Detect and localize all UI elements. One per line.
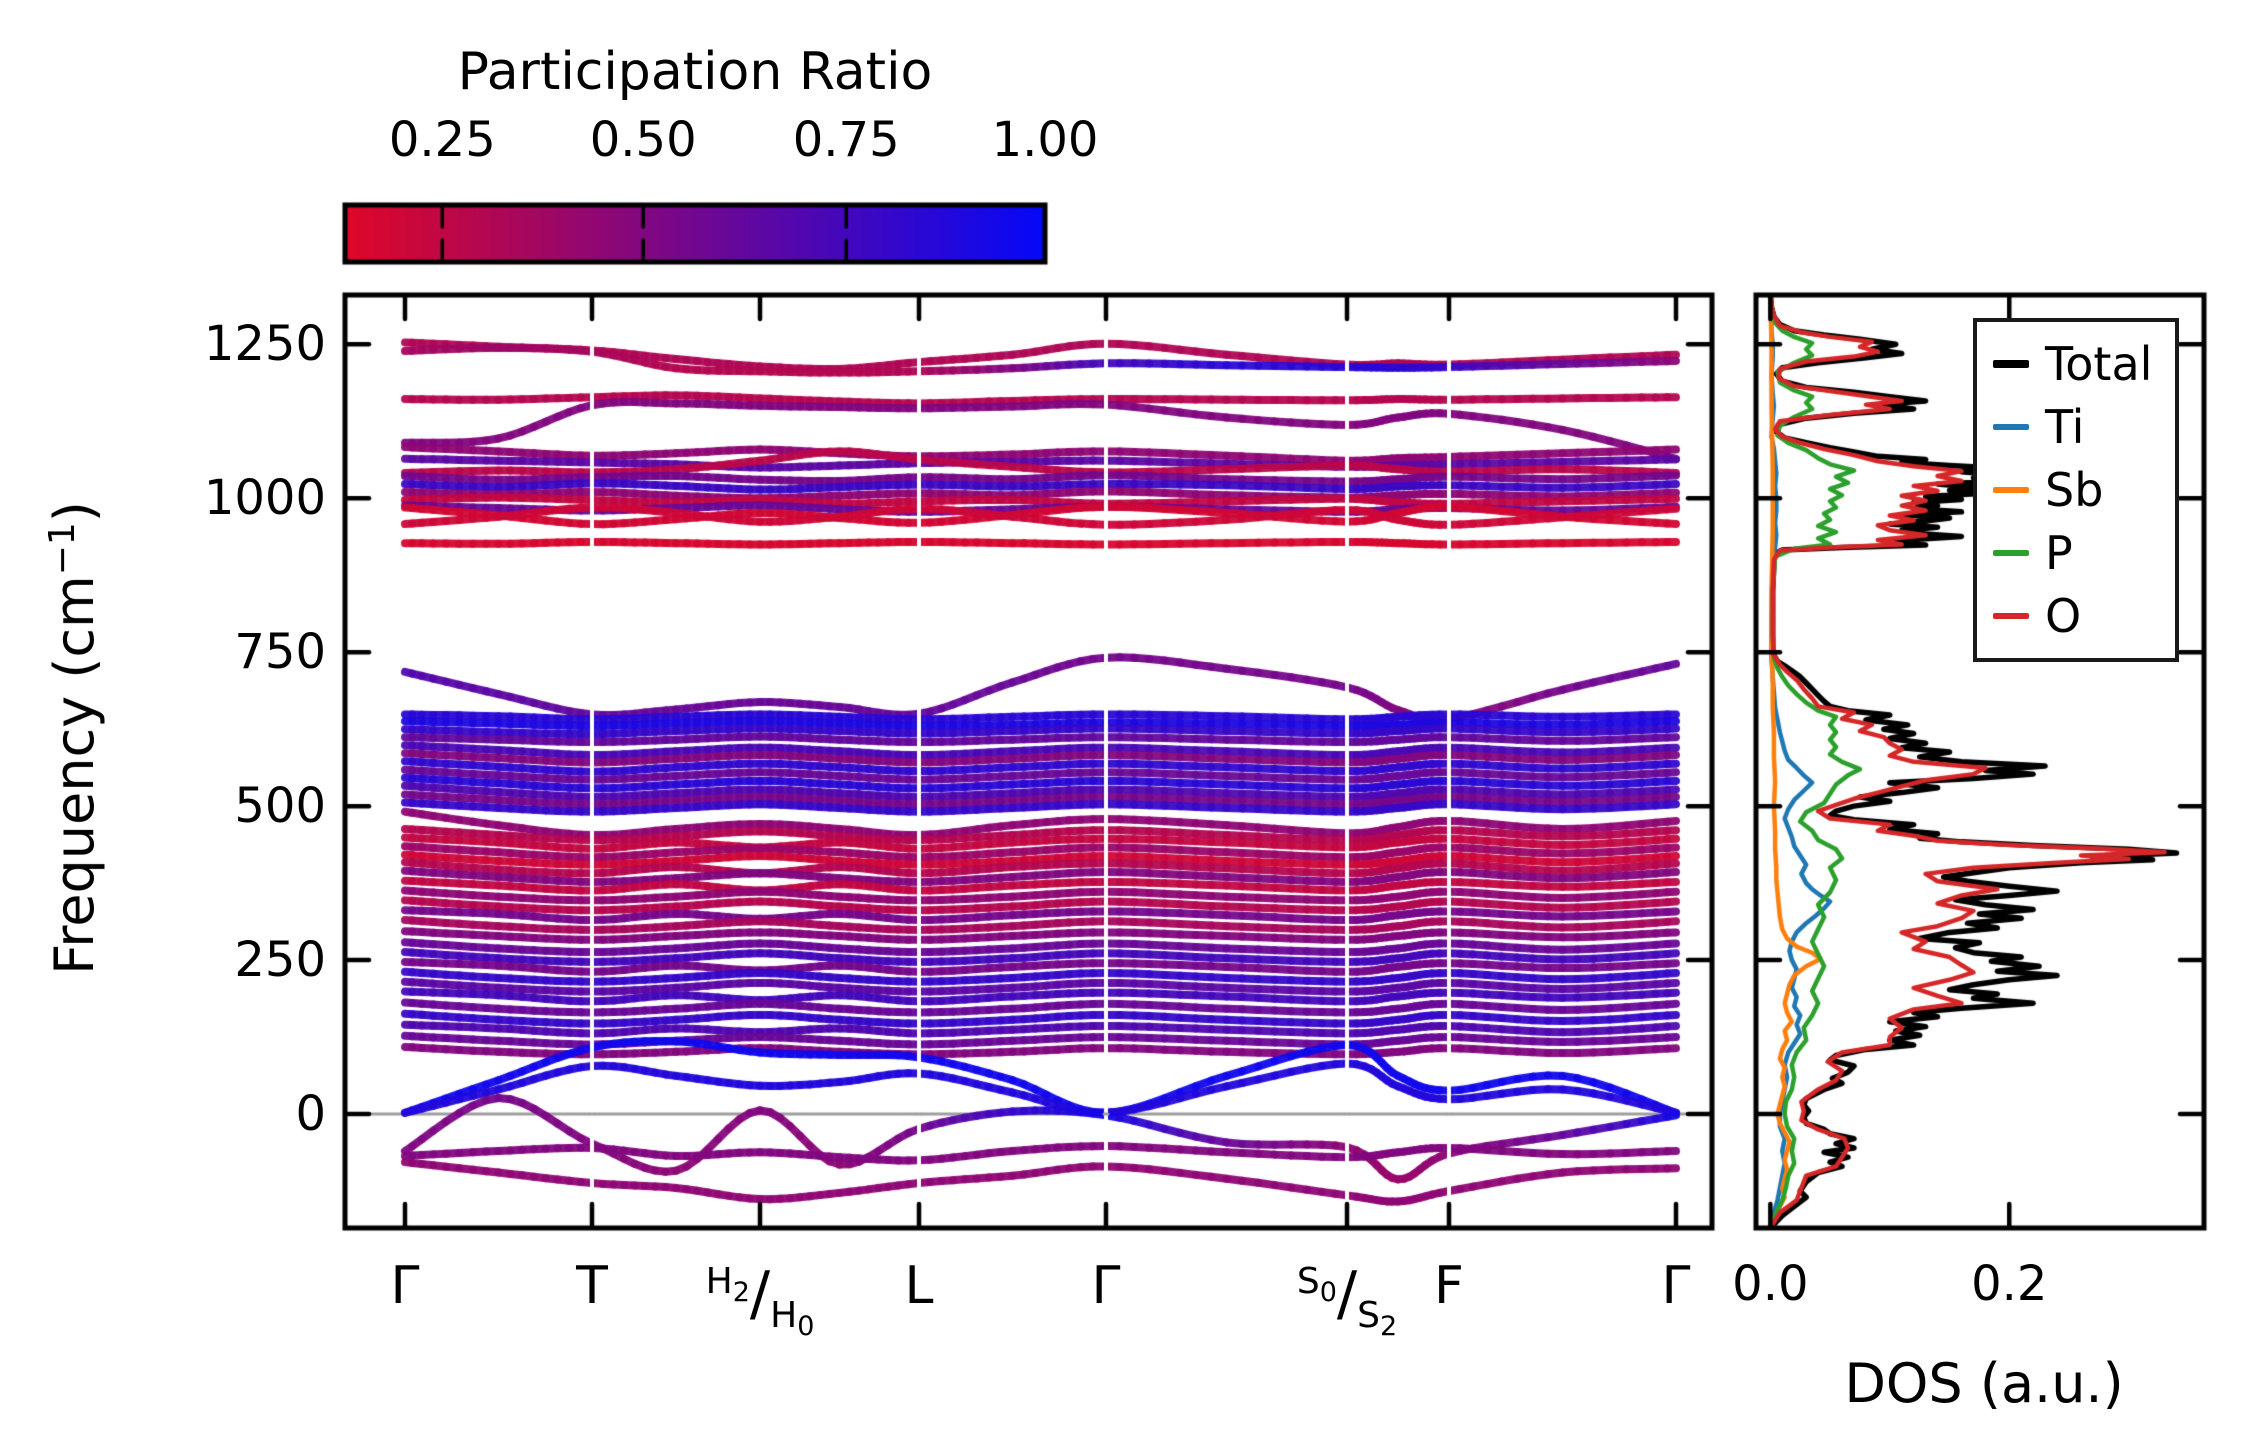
kpoint-bottom-symbol: S2 (1357, 1295, 1397, 1340)
kpoint-top-subscript: 0 (1319, 1277, 1337, 1309)
dos-tick-label: 0.0 (1732, 1256, 1809, 1312)
kpoint-label: Γ (1661, 1256, 1691, 1316)
colorbar-tick-label: 1.00 (991, 112, 1099, 168)
legend-item: Sb (1993, 463, 2175, 517)
colorbar-tick-label: 0.25 (388, 112, 496, 168)
kpoint-slash: / (1336, 1259, 1358, 1329)
kpoint-split-wrap: H2/H0 (706, 1259, 815, 1340)
kpoint-label: Γ (390, 1256, 420, 1316)
legend-item: Total (1993, 337, 2175, 391)
kpoint-bottom-base: H (770, 1295, 798, 1336)
kpoint-bottom-symbol: H0 (770, 1295, 814, 1340)
legend-entry-label: P (2045, 526, 2073, 581)
frequency-tick-label: 750 (234, 624, 326, 681)
legend-item: O (1993, 589, 2175, 643)
legend-entry-label: Total (2045, 336, 2153, 391)
kpoint-bottom-base: S (1357, 1295, 1380, 1336)
kpoint-label: F (1434, 1256, 1464, 1316)
kpoint-top-base: S (1296, 1261, 1320, 1302)
kpoint-slash: / (749, 1259, 771, 1329)
kpoint-top-base: H (705, 1261, 733, 1302)
kpoint-label: T (576, 1256, 608, 1316)
frequency-axis-label: Frequency (cm−1) (42, 501, 106, 975)
kpoint-label-split: S0/S2 (1297, 1250, 1397, 1340)
frequency-tick-label: 500 (234, 778, 326, 835)
legend-item: P (1993, 526, 2175, 580)
legend-item: Ti (1993, 400, 2175, 454)
sb-line-swatch (1993, 486, 2029, 493)
frequency-axis-label-exponent: −1 (42, 522, 83, 576)
dos-tick-label: 0.2 (1971, 1256, 2048, 1312)
kpoint-bottom-subscript: 2 (1379, 1311, 1398, 1343)
kpoint-label-split: H2/H0 (706, 1250, 815, 1340)
frequency-tick-label: 1000 (203, 470, 326, 527)
frequency-tick-label: 1250 (203, 316, 326, 373)
legend-entry-label: Sb (2045, 462, 2104, 517)
kpoint-top-symbol: S0 (1297, 1261, 1337, 1306)
colorbar-tick-label: 0.50 (589, 112, 697, 168)
frequency-tick-label: 250 (234, 932, 326, 989)
kpoint-label: L (904, 1256, 934, 1316)
total-line-swatch (1993, 359, 2029, 368)
kpoint-split-wrap: S0/S2 (1297, 1259, 1397, 1340)
kpoint-top-subscript: 2 (732, 1277, 750, 1309)
colorbar-tick-label: 0.75 (792, 112, 900, 168)
colorbar-title: Participation Ratio (457, 42, 933, 102)
kpoint-label: Γ (1091, 1256, 1121, 1316)
p-line-swatch (1993, 550, 2029, 557)
legend-entry-label: Ti (2045, 399, 2085, 454)
legend-entry-label: O (2045, 589, 2082, 644)
dos-axis-label: DOS (a.u.) (1844, 1352, 2124, 1415)
legend-box: Total Ti Sb P O (1973, 318, 2179, 662)
o-line-swatch (1993, 613, 2029, 620)
ti-line-swatch (1993, 423, 2029, 430)
frequency-tick-label: 0 (295, 1086, 326, 1143)
kpoint-top-symbol: H2 (706, 1261, 750, 1306)
kpoint-bottom-subscript: 0 (797, 1311, 815, 1343)
